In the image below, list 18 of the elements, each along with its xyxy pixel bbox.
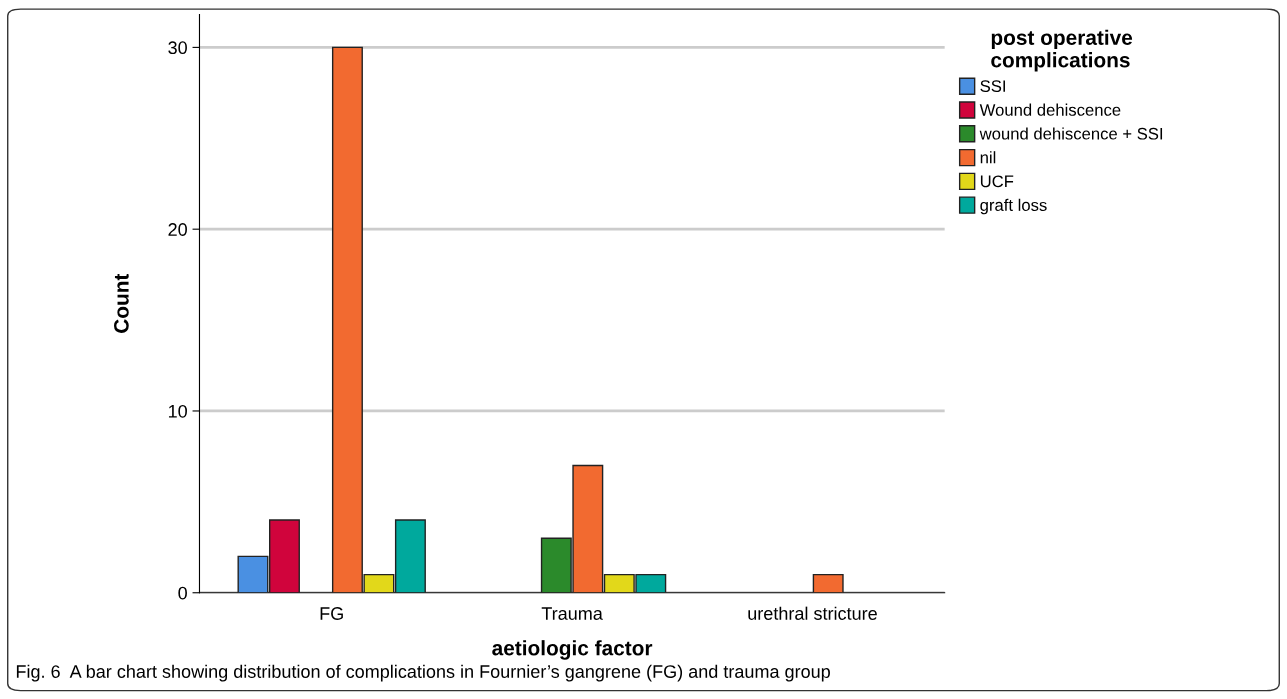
legend-label: nil (980, 151, 996, 164)
y-tick-label: 20 (168, 223, 187, 236)
caption: Fig. 6 A bar chart showing distribution of complications in Fournier’s gangrene (FG) and trauma group (16, 664, 830, 682)
x-axis-title: aetiologic factor (492, 640, 653, 660)
legend-label: wound dehiscence + SSI (979, 127, 1163, 140)
bar (812, 573, 844, 593)
y-tick-label: 30 (168, 41, 187, 55)
legend-label: Wound dehiscence (979, 103, 1121, 116)
legend-label: SSI (980, 80, 1005, 93)
legend-label: graft loss (980, 198, 1047, 215)
legend-label: UCF (980, 175, 1014, 188)
x-tick-label: Trauma (541, 607, 603, 620)
y-axis-title: Count (114, 273, 129, 333)
y-tick-label: 0 (178, 586, 187, 600)
legend-title: post operative complications (991, 29, 1133, 72)
y-tick-label: 10 (168, 404, 187, 418)
x-tick-label: FG (320, 607, 343, 620)
x-tick-label: urethral stricture (748, 606, 877, 620)
